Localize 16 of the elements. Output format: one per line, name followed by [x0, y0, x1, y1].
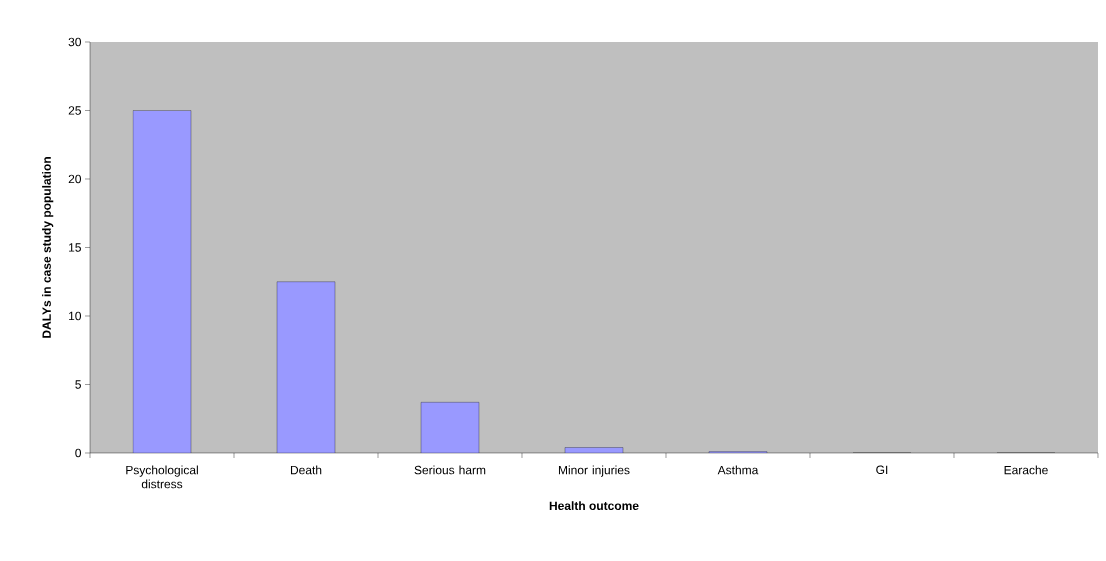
y-tick-label: 20 [68, 174, 82, 184]
x-tick-label: Serious harm [414, 465, 486, 475]
x-tick-label: Death [290, 465, 322, 475]
x-tick-label: Minor injuries [558, 465, 630, 477]
y-tick-label: 0 [75, 448, 82, 458]
y-axis-title: DALYs in case study population [42, 157, 54, 338]
y-tick-label: 5 [75, 380, 81, 389]
y-tick-label: 10 [69, 311, 82, 321]
y-tick-label: 25 [68, 106, 81, 115]
x-tick-label: GI [876, 465, 888, 475]
y-tick-label: 30 [68, 37, 82, 47]
y-tick-label: 15 [69, 243, 81, 252]
x-tick-label: Earache [1004, 465, 1048, 475]
x-tick-label: Psychological distress [126, 465, 198, 489]
x-axis-title: Health outcome [549, 501, 639, 510]
x-tick-label: Asthma [717, 465, 759, 475]
